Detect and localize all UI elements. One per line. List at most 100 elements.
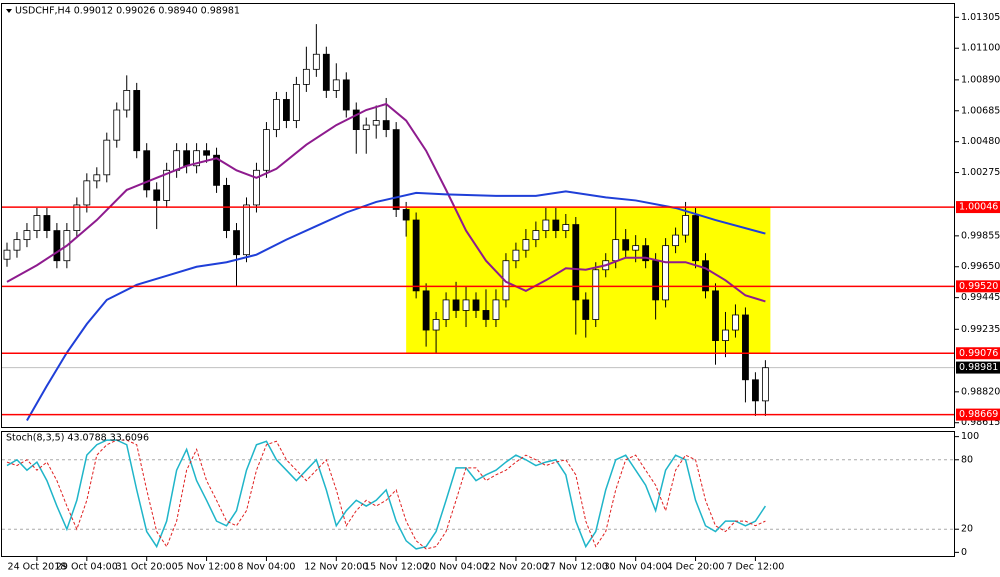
candle-body	[113, 109, 121, 141]
candle-body	[412, 219, 420, 292]
candle-body	[502, 260, 510, 301]
candle-body	[462, 299, 470, 311]
candle-body	[163, 169, 171, 201]
x-tick-label: 20 Nov 04:00	[424, 562, 488, 573]
x-tick-label: 22 Nov 20:00	[484, 562, 548, 573]
y-tick-label: 100	[961, 431, 979, 442]
level-tag	[956, 201, 1000, 214]
candle-body	[472, 299, 480, 311]
y-tick-label: 0.99235	[961, 324, 1000, 335]
y-tick-label: 0.99855	[961, 230, 1000, 241]
candle-body	[492, 299, 500, 320]
candle-body	[183, 150, 191, 167]
candle-body	[352, 109, 360, 131]
level-tag	[956, 280, 1000, 293]
y-tick-label: 0.98615	[961, 417, 1000, 428]
candle-body	[442, 299, 450, 320]
candle-body	[612, 239, 620, 262]
candle-body	[312, 53, 320, 70]
candle-body	[372, 120, 380, 126]
candle-body	[173, 150, 181, 171]
candle-body	[73, 204, 81, 231]
candle-body	[712, 290, 719, 341]
candle-body	[103, 139, 111, 176]
x-tick-label: 27 Nov 12:00	[544, 562, 608, 573]
candle-body	[562, 224, 570, 231]
chart-title: USDCHF,H4 0.99012 0.99026 0.98940 0.9898…	[15, 6, 240, 17]
candle-body	[203, 150, 210, 156]
candle-body	[283, 99, 290, 121]
stoch-frame	[1, 431, 955, 557]
y-tick-label: 0.99445	[961, 292, 1000, 303]
x-tick-label: 5 Nov 12:00	[178, 562, 236, 573]
candle-body	[732, 314, 739, 331]
candle-body	[722, 329, 729, 341]
x-tick-label: 15 Nov 12:00	[364, 562, 428, 573]
candle-body	[742, 314, 749, 381]
candle-body	[362, 124, 370, 131]
candle-body	[682, 215, 689, 236]
y-tick-label: 1.00685	[961, 105, 1000, 116]
stoch-title: Stoch(8,3,5) 43.0788 33.6096	[6, 433, 149, 444]
x-tick-label: 31 Oct 20:00	[116, 562, 178, 573]
candle-body	[662, 245, 670, 301]
candle-body	[592, 269, 600, 320]
candle-body	[332, 79, 340, 91]
candle-body	[322, 53, 330, 91]
candle-body	[133, 90, 141, 152]
moving-average	[6, 102, 766, 303]
menu-arrow	[6, 9, 12, 13]
candle-body	[302, 68, 310, 85]
candle-body	[33, 215, 41, 231]
candle-body	[273, 99, 280, 131]
y-tick-label: 0.98820	[961, 386, 1000, 397]
candle-body	[213, 154, 220, 186]
last-price-label: 0.98981	[959, 362, 998, 373]
candle-body	[263, 129, 270, 171]
candle-body	[572, 224, 580, 301]
candle-body	[672, 234, 679, 247]
candle-body	[223, 184, 230, 231]
x-tick-label: 29 Oct 04:00	[56, 562, 118, 573]
candle-body	[233, 230, 240, 256]
candle-body	[452, 299, 460, 311]
candle-body	[642, 245, 650, 262]
candle-body	[402, 209, 410, 221]
level-tag	[956, 347, 1000, 360]
candle-body	[153, 189, 161, 201]
candle-body	[692, 215, 699, 262]
candle-body	[83, 180, 91, 206]
level-label: 1.00046	[959, 202, 998, 213]
level-tag	[956, 408, 1000, 421]
y-tick-label: 0.99650	[961, 261, 1000, 272]
candle-body	[382, 120, 390, 131]
x-tick-label: 7 Dec 12:00	[726, 562, 784, 573]
candle-body	[542, 219, 550, 231]
candle-body	[632, 245, 640, 251]
candle-body	[53, 230, 61, 262]
candle-body	[13, 239, 21, 251]
candle-body	[143, 150, 151, 191]
moving-average	[26, 190, 766, 421]
candle-body	[532, 230, 540, 241]
candle-body	[622, 239, 630, 251]
candle-body	[243, 204, 250, 256]
y-tick-label: 1.01305	[961, 12, 1000, 23]
stoch-line	[6, 439, 766, 550]
candle-body	[3, 249, 11, 260]
candle-body	[342, 79, 350, 111]
candle-body	[253, 169, 260, 206]
y-tick-label: 1.00275	[961, 167, 1000, 178]
candle-body	[552, 219, 560, 231]
x-tick-label: 8 Nov 04:00	[237, 562, 295, 573]
last-price-tag	[956, 361, 1000, 374]
y-tick-label: 1.00480	[961, 136, 1000, 147]
candle-body	[432, 319, 440, 331]
stoch-line	[6, 439, 767, 550]
candle-body	[752, 379, 759, 402]
candle-body	[702, 260, 709, 292]
candle-body	[93, 174, 101, 182]
candle-body	[292, 83, 300, 121]
candle-body	[193, 150, 200, 167]
